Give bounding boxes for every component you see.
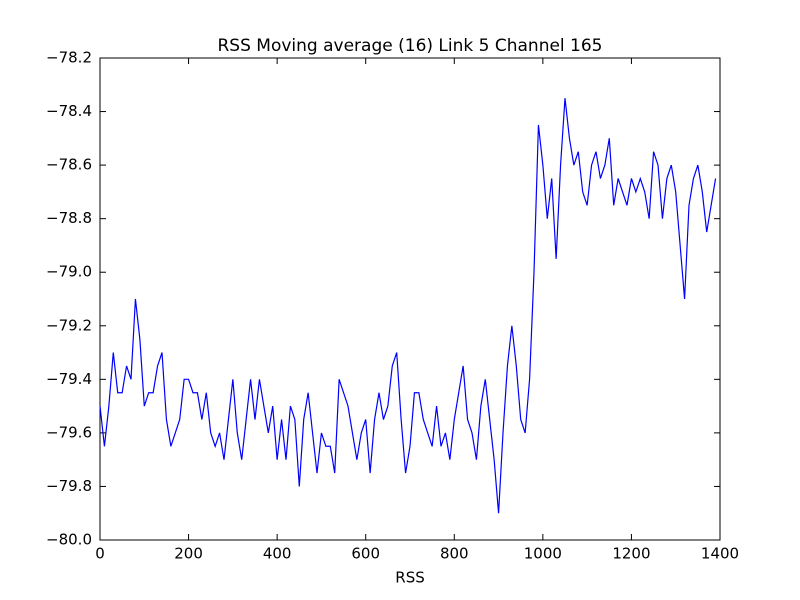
- y-tick-label: −79.6: [46, 423, 92, 441]
- y-tick-label: −80.0: [46, 531, 92, 549]
- x-tick-label: 800: [440, 545, 469, 563]
- y-tick-label: −79.0: [46, 263, 92, 281]
- y-tick-label: −79.2: [46, 316, 92, 334]
- y-tick-label: −78.6: [46, 156, 92, 174]
- y-tick-label: −78.4: [46, 102, 92, 120]
- x-tick-label: 200: [174, 545, 203, 563]
- x-tick-label: 600: [351, 545, 380, 563]
- x-tick-label: 1200: [612, 545, 650, 563]
- data-line: [99, 98, 717, 514]
- y-tick-label: −79.8: [46, 477, 92, 495]
- x-tick-label: 1400: [701, 545, 739, 563]
- chart-title: RSS Moving average (16) Link 5 Channel 1…: [218, 36, 603, 56]
- y-tick-label: −78.2: [46, 49, 92, 67]
- x-tick-label: 1000: [524, 545, 562, 563]
- x-tick-label: 400: [263, 545, 292, 563]
- plot-frame: [99, 57, 721, 541]
- x-tick-label: 0: [95, 545, 105, 563]
- y-tick-label: −79.4: [46, 370, 92, 388]
- x-axis-label: RSS: [395, 569, 424, 587]
- y-tick-label: −78.8: [46, 209, 92, 227]
